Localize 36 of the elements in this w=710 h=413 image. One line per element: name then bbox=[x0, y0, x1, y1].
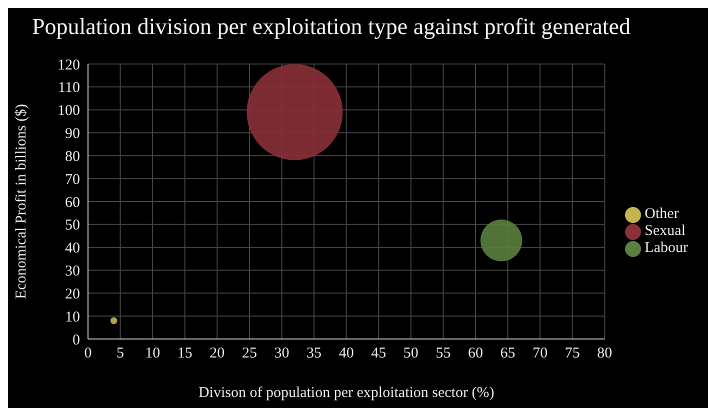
y-tick-label: 20 bbox=[65, 286, 80, 302]
x-tick-label: 0 bbox=[84, 346, 92, 362]
x-tick-label: 5 bbox=[116, 346, 124, 362]
y-tick-label: 70 bbox=[65, 172, 80, 188]
x-axis-title: Divison of population per exploitation sector (%) bbox=[198, 385, 494, 401]
x-tick-label: 10 bbox=[145, 346, 160, 362]
x-tick-label: 20 bbox=[210, 346, 225, 362]
x-tick-label: 75 bbox=[564, 346, 580, 362]
y-axis-title: Economical Profit in billions ($) bbox=[13, 104, 30, 299]
x-tick-label: 45 bbox=[371, 346, 386, 362]
x-tick-label: 15 bbox=[177, 346, 192, 362]
y-tick-label: 30 bbox=[65, 264, 80, 280]
x-tick-label: 35 bbox=[306, 346, 322, 362]
x-tick-label: 25 bbox=[242, 346, 257, 362]
chart-title: Population division per exploitation type against profit generated bbox=[31, 13, 632, 41]
y-tick-label: 120 bbox=[58, 57, 80, 74]
legend-label: Sexual bbox=[644, 223, 686, 239]
legend-label: Labour bbox=[644, 240, 688, 256]
x-tick-label: 60 bbox=[468, 346, 484, 362]
x-tick-label: 50 bbox=[403, 346, 418, 362]
y-tick-label: 50 bbox=[65, 218, 80, 234]
y-tick-label: 110 bbox=[58, 80, 80, 96]
y-tick-label: 80 bbox=[65, 148, 80, 165]
y-tick-label: 90 bbox=[65, 126, 80, 142]
x-tick-label: 30 bbox=[274, 346, 290, 362]
y-tick-label: 0 bbox=[72, 332, 80, 348]
y-tick-label: 10 bbox=[65, 309, 80, 326]
legend-label: Other bbox=[644, 206, 679, 222]
x-tick-label: 55 bbox=[436, 346, 451, 362]
x-tick-label: 65 bbox=[500, 346, 516, 362]
x-tick-label: 40 bbox=[338, 346, 354, 362]
x-tick-label: 80 bbox=[597, 346, 612, 362]
y-tick-label: 100 bbox=[58, 103, 80, 120]
y-tick-label: 40 bbox=[65, 240, 80, 257]
x-tick-label: 70 bbox=[532, 346, 548, 362]
y-tick-label: 60 bbox=[65, 194, 80, 211]
